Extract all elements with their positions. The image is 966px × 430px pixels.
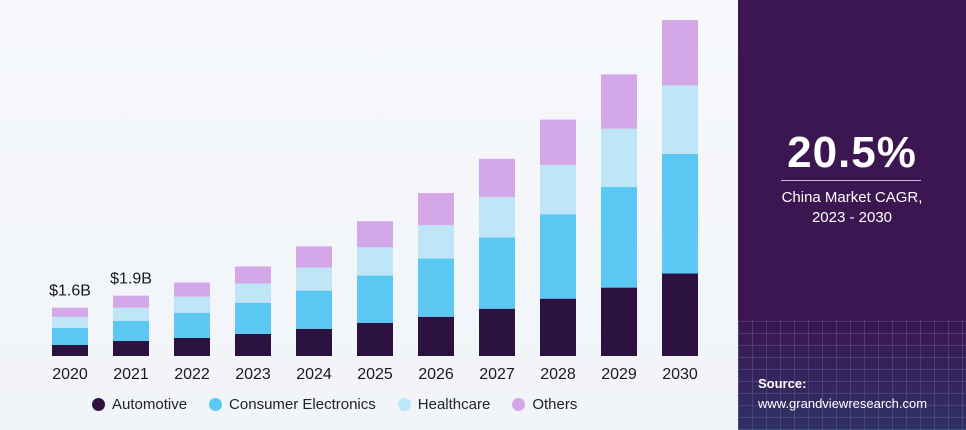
- bar-segment-healthcare-2027: [479, 197, 515, 238]
- bar-segment-others-2020: [52, 307, 88, 317]
- bar-segment-others-2023: [235, 266, 271, 284]
- bar-segment-healthcare-2029: [601, 128, 637, 188]
- bar-segment-automotive-2024: [296, 328, 332, 356]
- x-tick-label: 2025: [357, 366, 393, 383]
- bar-value-label: $1.6B: [49, 283, 91, 300]
- bar-segment-others-2030: [662, 20, 698, 86]
- bar-segment-consumer-electronics-2024: [296, 290, 332, 329]
- bar-segment-healthcare-2023: [235, 283, 271, 303]
- legend-item-others: Others: [512, 396, 577, 413]
- x-tick-label: 2023: [235, 366, 271, 383]
- bar-segment-consumer-electronics-2023: [235, 302, 271, 334]
- bar-segment-automotive-2027: [479, 308, 515, 356]
- bar-segment-healthcare-2022: [174, 296, 210, 313]
- bar-segment-healthcare-2028: [540, 164, 576, 215]
- bar-segment-consumer-electronics-2020: [52, 327, 88, 345]
- bar-segment-automotive-2029: [601, 287, 637, 356]
- bar-segment-automotive-2028: [540, 298, 576, 356]
- source-url: www.grandviewresearch.com: [758, 396, 928, 411]
- bar-segment-healthcare-2021: [113, 307, 149, 321]
- bar-segment-others-2027: [479, 158, 515, 198]
- bar-segment-consumer-electronics-2025: [357, 275, 393, 323]
- legend-label: Automotive: [112, 396, 188, 413]
- x-tick-label: 2020: [52, 366, 88, 383]
- stacked-bar-chart: 2020 $1.6B 2021 $1.9B 2022 2023 2024 2025 2026 20…: [49, 20, 698, 383]
- chart-legend: Automotive Consumer Electronics Healthca…: [92, 396, 577, 413]
- legend-item-healthcare: Healthcare: [397, 396, 491, 413]
- bar-segment-healthcare-2020: [52, 316, 88, 328]
- legend-item-consumer-electronics: Consumer Electronics: [209, 396, 376, 413]
- cagr-label: China Market CAGR, 2023 - 2030: [738, 188, 966, 228]
- legend-item-automotive: Automotive: [92, 396, 187, 413]
- decorative-grid: [738, 320, 966, 430]
- bar-segment-automotive-2023: [235, 333, 271, 356]
- x-tick-label: 2024: [296, 366, 332, 383]
- cagr-label-line2: 2023 - 2030: [811, 209, 893, 226]
- x-tick-label: 2026: [418, 366, 454, 383]
- legend-swatch: [92, 398, 105, 411]
- bar-segment-consumer-electronics-2028: [540, 214, 576, 299]
- bar-segment-automotive-2021: [113, 340, 149, 356]
- bar-segment-healthcare-2024: [296, 267, 332, 291]
- bar-segment-consumer-electronics-2027: [479, 237, 515, 309]
- x-tick-label: 2028: [540, 366, 576, 383]
- bar-segment-automotive-2022: [174, 337, 210, 356]
- legend-swatch: [512, 398, 526, 411]
- bar-segment-automotive-2026: [418, 316, 454, 356]
- bar-segment-others-2025: [357, 221, 393, 248]
- bar-segment-consumer-electronics-2026: [418, 258, 454, 317]
- x-tick-label: 2030: [662, 366, 698, 383]
- divider: [781, 180, 921, 181]
- x-tick-label: 2029: [601, 366, 637, 383]
- bar-segment-consumer-electronics-2029: [601, 187, 637, 288]
- bar-segment-consumer-electronics-2022: [174, 312, 210, 338]
- chart-panel: 2020 $1.6B 2021 $1.9B 2022 2023 2024 2025 2026 20…: [0, 0, 738, 430]
- legend-swatch: [397, 398, 411, 411]
- bar-segment-healthcare-2026: [418, 225, 454, 259]
- legend-label: Others: [532, 396, 578, 413]
- bar-segment-automotive-2020: [52, 344, 88, 356]
- bar-value-label: $1.9B: [110, 271, 152, 288]
- legend-label: Consumer Electronics: [229, 396, 376, 413]
- bar-segment-automotive-2025: [357, 322, 393, 356]
- x-tick-label: 2021: [113, 366, 149, 383]
- bar-segment-others-2029: [601, 74, 637, 129]
- bar-segment-consumer-electronics-2021: [113, 320, 149, 341]
- bar-segment-healthcare-2025: [357, 247, 393, 276]
- source-title: Source:: [758, 376, 807, 391]
- bar-segment-automotive-2030: [662, 273, 698, 356]
- cagr-value: 20.5%: [787, 128, 917, 177]
- cagr-label-line1: China Market CAGR,: [781, 189, 923, 206]
- bar-segment-others-2028: [540, 119, 576, 165]
- x-tick-label: 2022: [174, 366, 210, 383]
- bar-segment-others-2026: [418, 193, 454, 226]
- legend-swatch: [209, 398, 223, 411]
- bar-segment-healthcare-2030: [662, 85, 698, 154]
- bar-segment-others-2024: [296, 246, 332, 268]
- cagr-side-panel: 20.5% China Market CAGR, 2023 - 2030 Sou…: [738, 0, 966, 430]
- bar-segment-others-2021: [113, 295, 149, 308]
- bar-segment-consumer-electronics-2030: [662, 153, 698, 274]
- x-tick-label: 2027: [479, 366, 515, 383]
- bar-segment-others-2022: [174, 282, 210, 297]
- legend-label: Healthcare: [417, 396, 491, 413]
